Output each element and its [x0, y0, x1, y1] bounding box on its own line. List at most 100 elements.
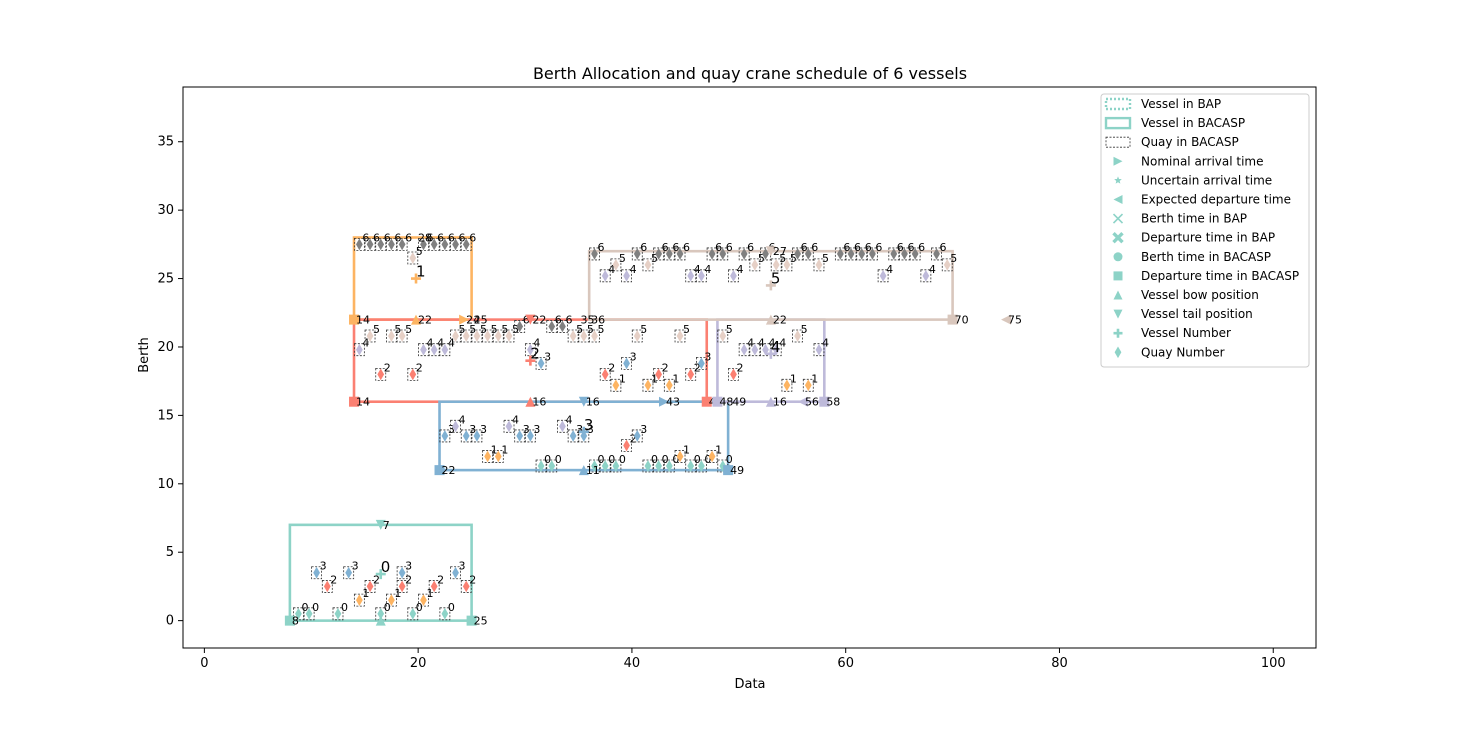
quay-number-marker	[334, 607, 342, 620]
quay-number-label: 1	[715, 443, 722, 456]
quay-number-label: 2	[437, 573, 444, 586]
quay-number-marker	[366, 238, 374, 251]
quay-number-marker	[655, 248, 663, 260]
quay-crane: 6	[802, 241, 818, 261]
nominal-arrival-marker	[658, 396, 669, 407]
quay-number-label: 4	[694, 263, 701, 276]
quay-box	[621, 356, 632, 370]
quay-number-label: 6	[362, 231, 369, 244]
quay-crane: 1	[353, 587, 369, 607]
quay-box	[899, 247, 910, 261]
quay-number-marker	[366, 580, 374, 593]
quay-number-marker	[1114, 346, 1122, 359]
legend-label: Quay in BACASP	[1141, 135, 1239, 149]
quay-crane: 3	[621, 350, 637, 370]
quay-number-label: 6	[437, 231, 444, 244]
quay-number-label: 6	[384, 231, 391, 244]
berth-bacasp-marker	[1113, 252, 1123, 262]
quay-crane: 5	[460, 323, 476, 343]
time-label: 49	[732, 396, 746, 409]
quay-crane: 4	[418, 337, 433, 357]
quay-number-marker	[623, 357, 630, 370]
quay-box	[503, 419, 515, 433]
quay-number-label: 6	[726, 241, 733, 254]
quay-box	[663, 247, 675, 261]
quay-number-marker	[591, 460, 598, 472]
bow-position-marker	[411, 314, 422, 325]
quay-number-label: 6	[662, 241, 669, 254]
quay-crane: 0	[439, 601, 455, 621]
quay-box	[578, 329, 590, 343]
quay-number-marker	[355, 343, 363, 356]
quay-box	[557, 419, 568, 433]
quay-number-marker	[719, 248, 727, 260]
quay-number-marker	[484, 450, 492, 463]
quay-box	[599, 269, 611, 283]
quay-number-marker	[751, 259, 759, 271]
time-label: 11	[586, 464, 600, 477]
quay-crane: 6	[450, 231, 466, 251]
departure-bacasp-marker	[1113, 271, 1123, 281]
quay-box	[941, 258, 953, 272]
quay-number-marker	[676, 248, 684, 260]
quay-number-marker	[804, 248, 812, 260]
quay-number-marker	[548, 320, 556, 333]
nominal-arrival-marker	[1113, 156, 1123, 166]
quay-crane: 5	[492, 323, 508, 343]
quay-crane: 3	[311, 560, 327, 580]
quay-box	[717, 247, 729, 261]
quay-number-marker	[409, 607, 417, 620]
quay-number-label: 6	[405, 231, 412, 244]
quay-crane: 4	[599, 263, 615, 283]
quay-number-marker	[794, 330, 801, 342]
y-tick-label: 20	[157, 340, 174, 355]
time-label: 70	[955, 314, 969, 327]
quay-number-label: 5	[501, 323, 508, 336]
quay-number-label: 6	[940, 241, 947, 254]
quay-crane: 2	[375, 361, 391, 381]
quay-number-label: 0	[544, 453, 551, 466]
y-tick-label: 15	[157, 408, 174, 423]
quay-crane: 6	[460, 231, 476, 251]
quay-number-label: 1	[491, 443, 498, 456]
quay-crane: 6	[663, 241, 679, 261]
quay-number-label: 3	[352, 560, 359, 573]
quay-number-label: 3	[640, 423, 647, 436]
quay-number-label: 2	[736, 361, 743, 374]
departure-bacasp-marker	[712, 396, 723, 407]
quay-crane: 5	[781, 252, 797, 272]
quay-number-label: 1	[362, 587, 369, 600]
tail-position-marker	[375, 519, 386, 530]
quay-box	[418, 593, 429, 607]
vessel-number-label: 0	[381, 558, 391, 576]
quay-number-marker	[537, 460, 545, 472]
quay-crane: 1	[706, 443, 722, 463]
quay-crane: 3	[343, 560, 359, 580]
x-tick-label: 60	[837, 656, 854, 671]
quay-crane: 6	[375, 231, 391, 251]
quay-box	[621, 269, 632, 283]
quay-number-label: 6	[555, 313, 562, 326]
quay-box	[685, 367, 697, 381]
quay-number-label: 6	[523, 313, 530, 326]
quay-crane: 5	[364, 323, 380, 343]
quay-number-marker	[516, 320, 524, 333]
quay-crane: 3	[514, 423, 530, 443]
quay-box	[364, 329, 376, 343]
quay-number-label: 0	[662, 453, 669, 466]
time-label: 8	[292, 615, 299, 628]
quay-box	[749, 343, 761, 357]
quay-number-marker	[441, 343, 449, 356]
quay-number-label: 1	[501, 443, 508, 456]
quay-number-marker	[366, 330, 374, 342]
quay-number-marker	[430, 343, 438, 356]
quay-box	[749, 258, 761, 272]
quay-number-label: 3	[587, 423, 594, 436]
quay-number-label: 6	[875, 241, 882, 254]
quay-number-label: 1	[811, 372, 818, 385]
quay-crane: 4	[621, 263, 637, 283]
time-label: 16	[586, 396, 600, 409]
quay-crane: 4	[813, 337, 829, 357]
quay-crane: 5	[450, 323, 466, 343]
quay-crane: 5	[631, 323, 647, 343]
